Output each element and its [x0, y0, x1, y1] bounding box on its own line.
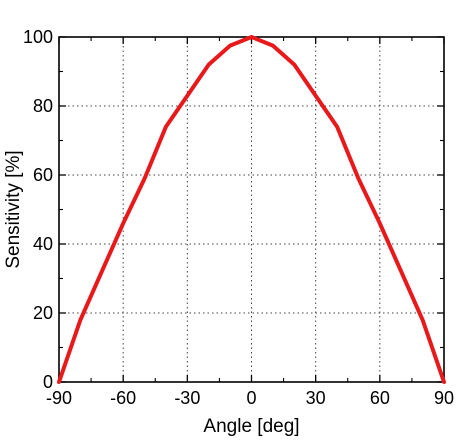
- x-tick-label: -60: [110, 388, 136, 408]
- y-tick-label: 60: [33, 165, 53, 185]
- y-tick-label: 100: [23, 27, 53, 47]
- y-axis-label: Sensitivity [%]: [3, 150, 24, 268]
- y-tick-label: 20: [33, 303, 53, 323]
- y-tick-label: 0: [43, 372, 53, 392]
- x-tick-label: 60: [370, 388, 390, 408]
- y-tick-label: 80: [33, 96, 53, 116]
- axis-ticks: -90 -60 -30 0 30 60 90 0 20 40 60 80 100: [23, 27, 454, 408]
- series-layer: [57, 35, 446, 384]
- x-tick-label: -30: [174, 388, 200, 408]
- x-axis-label: Angle [deg]: [203, 416, 299, 437]
- x-tick-label: 30: [306, 388, 326, 408]
- x-tick-label: 0: [246, 388, 256, 408]
- grid: [59, 37, 444, 382]
- x-tick-label: -90: [46, 388, 72, 408]
- x-tick-label: 90: [434, 388, 454, 408]
- series-line: [57, 35, 446, 384]
- y-tick-label: 40: [33, 234, 53, 254]
